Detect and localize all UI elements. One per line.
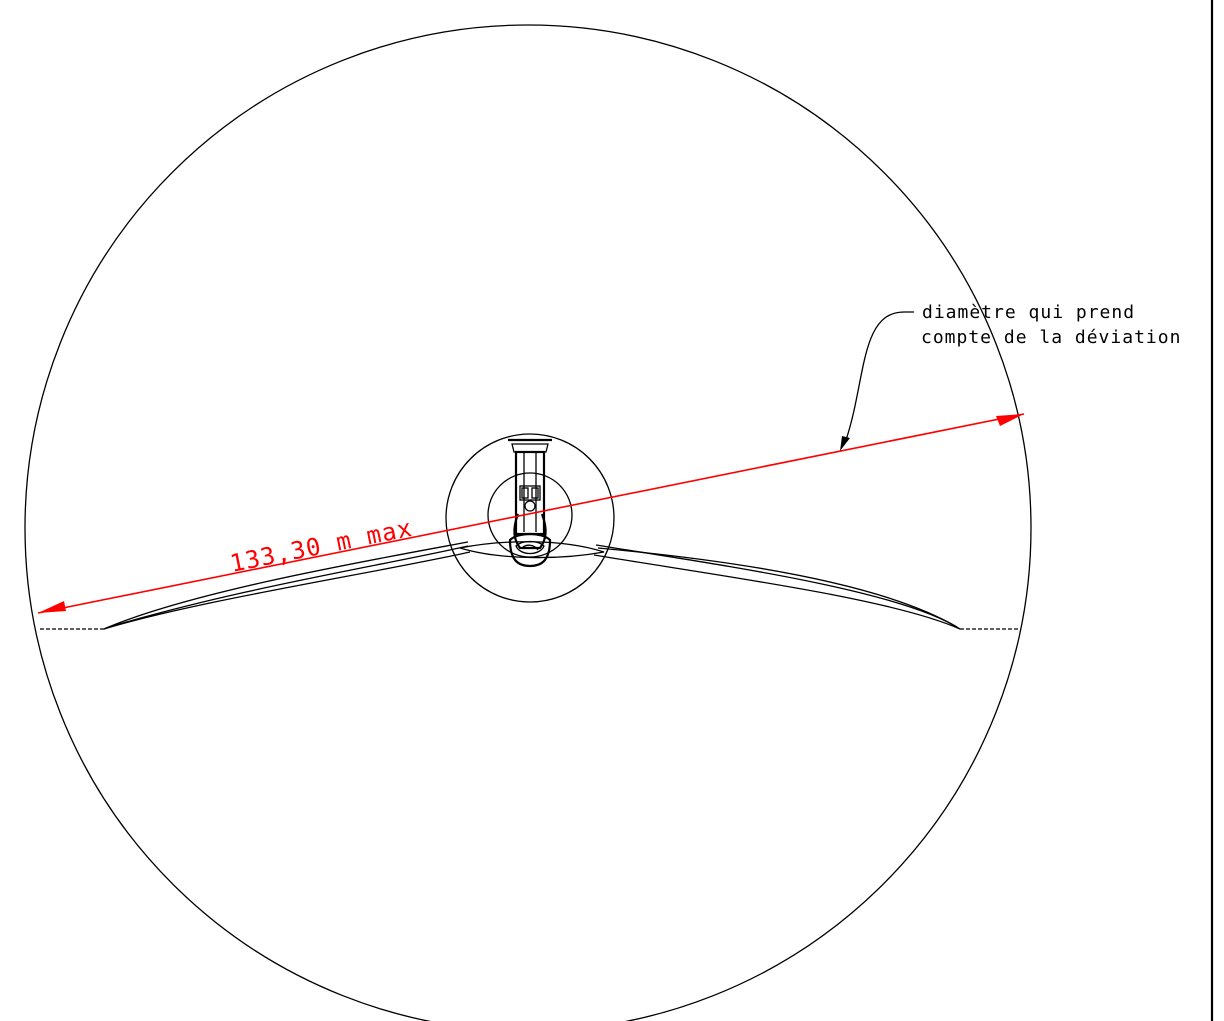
rotor-sweep-circle: [24, 24, 1032, 1021]
dimension-arrowhead-left: [38, 601, 66, 613]
blade-right: [593, 544, 961, 630]
hub-spinner: [508, 532, 552, 568]
annotation-line-1: diamètre qui prend: [922, 302, 1135, 323]
blade-left: [103, 541, 471, 630]
dimension-arrowhead-right: [996, 414, 1024, 426]
annotation-leader: [840, 311, 914, 451]
annotation-line-2: compte de la déviation: [921, 327, 1181, 348]
diameter-dimension: [37, 413, 1025, 614]
nacelle: [508, 438, 552, 550]
blade-root-fairing: [459, 541, 605, 559]
hub-outer-circle: [445, 433, 615, 603]
